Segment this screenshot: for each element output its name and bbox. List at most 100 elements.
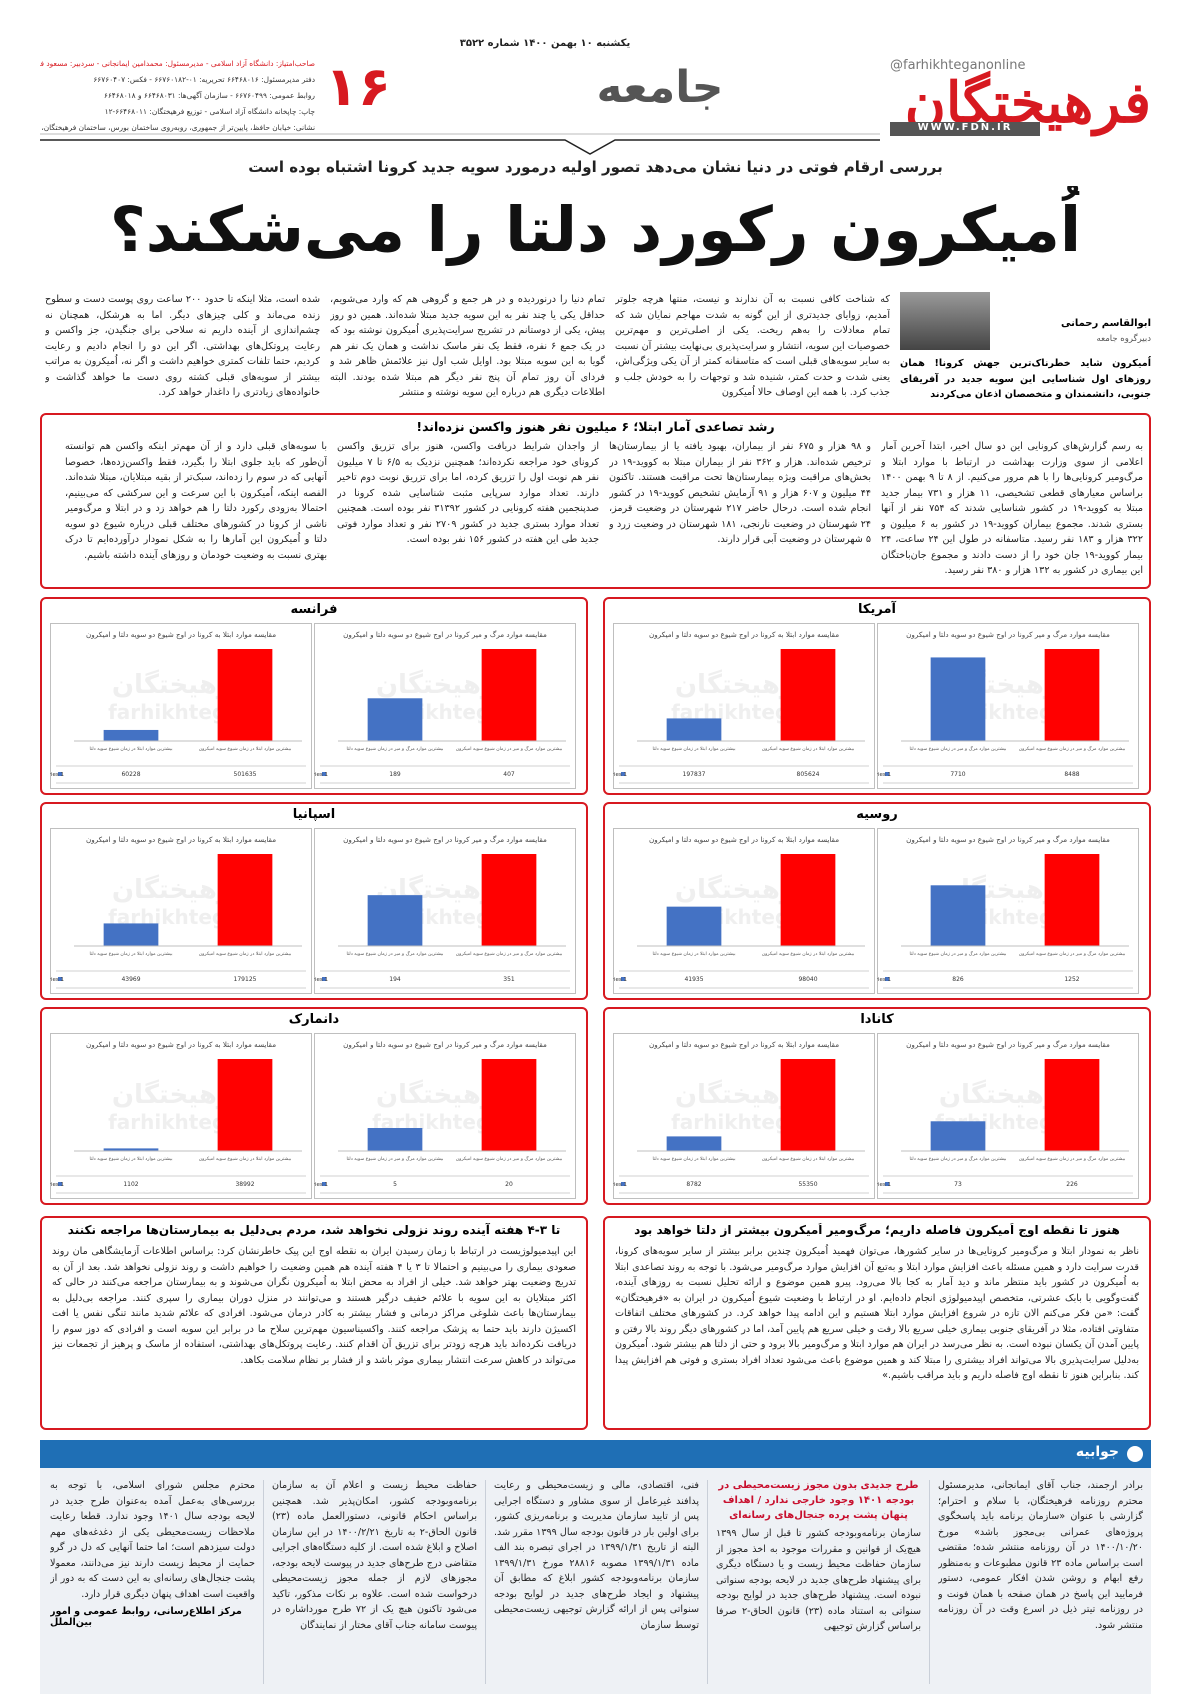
legend-label: Series 1 (50, 1182, 64, 1188)
category-label: بیشترین موارد مرگ و میر در زمان شیوع سوی… (456, 950, 563, 957)
box-title: هنوز تا نقطه اوج اُمیکرون فاصله داریم؛ م… (634, 1223, 1120, 1237)
value-label: 826 (952, 976, 964, 983)
value-label: 501635 (234, 771, 257, 778)
bar-chart: مقایسه موارد ابتلا به کرونا در اوج شیوع … (50, 828, 312, 994)
category-label: بیشترین موارد مرگ و میر در زمان شیوع سوی… (456, 1155, 563, 1162)
chart-title: مقایسه موارد مرگ و میر کرونا در اوج شیوع… (343, 835, 547, 844)
legend-label: Series 1 (877, 977, 891, 983)
category-label: بیشترین موارد ابتلا در زمان شیوع سویه ام… (199, 1156, 292, 1162)
bar-chart: مقایسه موارد ابتلا به کرونا در اوج شیوع … (613, 1033, 875, 1199)
category-label: بیشترین موارد مرگ و میر در زمان شیوع سوی… (1019, 1155, 1126, 1162)
value-label: 8782 (686, 1181, 701, 1188)
bar-chart: مقایسه موارد مرگ و میر کرونا در اوج شیوع… (877, 828, 1139, 994)
bar (217, 854, 273, 946)
masthead-line: نشانی: خیابان حافظ، پایین‌تر از جمهوری، … (40, 123, 315, 132)
category-label: بیشترین موارد مرگ و میر در زمان شیوع سوی… (910, 745, 1007, 752)
reply-signature: مرکز اطلاع‌رسانی، روابط عمومی و امور بین… (50, 1606, 242, 1628)
value-label: 1252 (1064, 976, 1079, 983)
article-column: تمام دنیا را درنوردیده و در هر جمع و گرو… (330, 294, 605, 398)
value-label: 5 (393, 1181, 397, 1188)
author-name: ابوالقاسم رحمانی (1060, 318, 1151, 329)
info-box: تا ۳-۴ هفته آینده روند نزولی نخواهد شد، … (40, 1216, 588, 1430)
bar (217, 649, 273, 741)
box-title: رشد تصاعدی آمار ابتلا؛ ۶ میلیون نفر هنوز… (416, 419, 775, 434)
reply-column: محترم مجلس شورای اسلامی، با توجه به بررس… (50, 1478, 255, 1688)
headline: اُمیکرون رکورد دلتا را می‌شکند؟ (109, 193, 1082, 266)
masthead: صاحب‌امتیاز: دانشگاه آزاد اسلامی - مدیرم… (40, 56, 315, 138)
bar (780, 1059, 836, 1151)
chart-title: مقایسه موارد مرگ و میر کرونا در اوج شیوع… (343, 1040, 547, 1049)
reply-text: فنی، اقتصادی، مالی و زیست‌محیطی و رعایت … (494, 1480, 699, 1631)
legend-label: Series 1 (877, 1182, 891, 1188)
reply-header: جوابیه (40, 1440, 1151, 1468)
bar (367, 895, 423, 946)
category-label: بیشترین موارد ابتلا در زمان شیوع سویه دل… (653, 1157, 736, 1162)
value-label: 194 (389, 976, 401, 983)
value-label: 8488 (1064, 771, 1079, 778)
bar (930, 1121, 986, 1151)
reply-text: حفاظت محیط زیست و اعلام آن به سازمان برن… (272, 1480, 477, 1631)
box-column: با سویه‌های قبلی دارد و از آن مهم‌تر این… (65, 441, 327, 561)
category-label: بیشترین موارد ابتلا در زمان شیوع سویه دل… (653, 952, 736, 957)
author-role: دبیرگروه جامعه (1096, 334, 1151, 344)
bar (367, 1128, 423, 1151)
value-label: 189 (389, 771, 401, 778)
legend-swatch (621, 1182, 625, 1186)
masthead-line: صاحب‌امتیاز: دانشگاه آزاد اسلامی - مدیرم… (40, 59, 315, 68)
chart-title: مقایسه موارد مرگ و میر کرونا در اوج شیوع… (343, 630, 547, 639)
chart-panel: فرانسه مقایسه موارد مرگ و میر کرونا در او… (40, 597, 588, 795)
author-photo (900, 292, 990, 350)
category-label: بیشترین موارد ابتلا در زمان شیوع سویه ام… (762, 951, 855, 957)
legend-label: Series 1 (314, 772, 328, 778)
bar (103, 729, 159, 741)
reply-icon (1127, 1446, 1143, 1462)
legend-swatch (621, 772, 625, 776)
bar-chart: مقایسه موارد ابتلا به کرونا در اوج شیوع … (613, 623, 875, 789)
bar (1044, 854, 1100, 946)
reply-column: فنی، اقتصادی، مالی و زیست‌محیطی و رعایت … (494, 1478, 699, 1688)
bar (780, 649, 836, 741)
value-label: 73 (954, 1181, 962, 1188)
reply-text: برادر ارجمند، جناب آقای ایمانجانی، مدیرم… (938, 1480, 1143, 1631)
value-label: 179125 (234, 976, 257, 983)
chart-title: مقایسه موارد مرگ و میر کرونا در اوج شیوع… (906, 630, 1110, 639)
reply-column: برادر ارجمند، جناب آقای ایمانجانی، مدیرم… (938, 1478, 1143, 1688)
website: WWW.FDN.IR (890, 122, 1040, 136)
bar (1044, 649, 1100, 741)
chart-title: مقایسه موارد ابتلا به کرونا در اوج شیوع … (86, 1040, 276, 1049)
column-rule (929, 1480, 930, 1684)
bar (481, 854, 537, 946)
masthead-line: چاپ: چاپخانه دانشگاه آزاد اسلامی - توزیع… (104, 107, 315, 116)
kicker: بررسی ارقام فوتی در دنیا نشان می‌دهد تصو… (248, 158, 943, 176)
category-label: بیشترین موارد مرگ و میر در زمان شیوع سوی… (347, 745, 444, 752)
page-number: ۱۶ (325, 55, 391, 118)
value-label: 7710 (950, 771, 965, 778)
value-label: 60228 (121, 771, 140, 778)
legend-label: Series 1 (314, 977, 328, 983)
box-column: و ۹۸ هزار و ۶۷۵ نفر از بیماران، بهبود یا… (609, 441, 871, 545)
bar-chart: مقایسه موارد مرگ و میر کرونا در اوج شیوع… (314, 828, 576, 994)
value-label: 43969 (121, 976, 140, 983)
info-box: هنوز تا نقطه اوج اُمیکرون فاصله داریم؛ م… (603, 1216, 1151, 1430)
info-box: رشد تصاعدی آمار ابتلا؛ ۶ میلیون نفر هنوز… (40, 413, 1151, 589)
chart-title: مقایسه موارد ابتلا به کرونا در اوج شیوع … (649, 1040, 839, 1049)
bar (930, 657, 986, 741)
social-handle: @farhikhteganonline (890, 58, 1026, 73)
legend-swatch (885, 772, 889, 776)
value-label: 38992 (235, 1181, 254, 1188)
legend-label: Series 1 (877, 772, 891, 778)
legend-label: Series 1 (50, 977, 64, 983)
category-label: بیشترین موارد ابتلا در زمان شیوع سویه ام… (199, 951, 292, 957)
legend-swatch (58, 977, 62, 981)
reply-text: محترم مجلس شورای اسلامی، با توجه به بررس… (50, 1480, 255, 1600)
panel-title: دانمارک (288, 1012, 340, 1027)
category-label: بیشترین موارد ابتلا در زمان شیوع سویه دل… (653, 747, 736, 752)
header-rule (40, 133, 880, 155)
lead: اُمیکرون شاید خطرناک‌ترین جهش کرونا! هما… (900, 358, 1151, 400)
bar (103, 1148, 159, 1151)
article-column: که شناخت کافی نسبت به آن ندارند و نیست، … (615, 294, 890, 398)
bar (1044, 1059, 1100, 1151)
value-label: 351 (503, 976, 515, 983)
chart-panel: دانمارک مقایسه موارد مرگ و میر کرونا در ا… (40, 1007, 588, 1205)
value-label: 805624 (797, 771, 820, 778)
